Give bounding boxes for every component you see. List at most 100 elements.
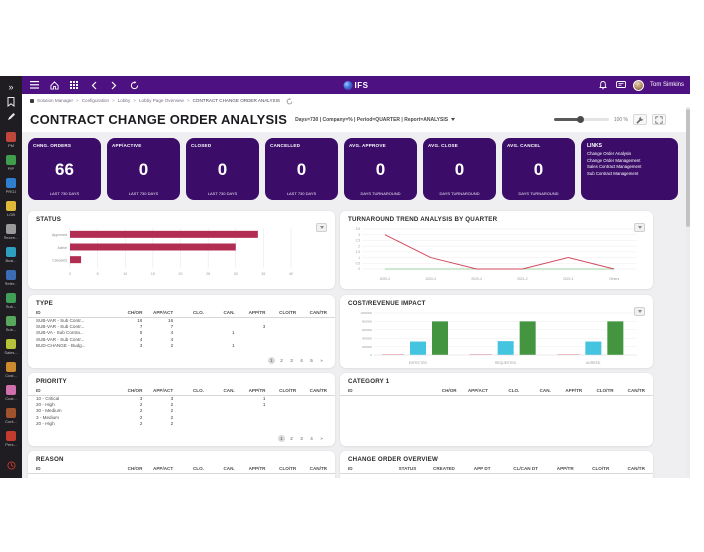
- svg-text:5: 5: [97, 272, 99, 276]
- column-header: APP/TR: [248, 388, 266, 393]
- sidebar-app-3[interactable]: PROJ: [0, 174, 22, 197]
- page-5[interactable]: 5: [310, 358, 313, 363]
- history-clock-icon[interactable]: [6, 457, 16, 475]
- svg-text:0.5: 0.5: [356, 261, 361, 265]
- kpi-card-avg-close[interactable]: AVG. CLOSE 0 DAYS TURNAROUND: [423, 138, 496, 200]
- user-avatar[interactable]: [632, 79, 644, 91]
- sidebar-app-14[interactable]: Pers...: [0, 427, 22, 450]
- hamburger-menu-icon[interactable]: [28, 79, 40, 91]
- table-row[interactable]: BUD-CHANGE - Budg... 3 2 1: [36, 343, 327, 349]
- app-grid-icon[interactable]: [68, 79, 80, 91]
- table-row[interactable]: 20 - High 2 2: [36, 421, 327, 427]
- zoom-slider-fill: [553, 118, 579, 121]
- page-3[interactable]: 3: [290, 358, 293, 363]
- kpi-card-app-active[interactable]: APP/ACTIVE 0 LAST 730 DAYS: [107, 138, 180, 200]
- svg-text:0: 0: [358, 267, 360, 271]
- sidebar-expand-icon[interactable]: »: [8, 81, 14, 92]
- svg-text:Approved: Approved: [52, 233, 67, 237]
- expand-layout-button[interactable]: [652, 114, 666, 125]
- link-sub-contract-management[interactable]: Sub Contract Management: [587, 170, 639, 176]
- table-row[interactable]: 20 - High 2 2 1: [36, 402, 327, 408]
- sidebar-app-icon: [6, 131, 16, 142]
- link-change-order-analysis[interactable]: Change Order Analysis: [587, 151, 632, 156]
- panel-trend-title: TURNAROUND TREND ANALYSIS BY QUARTER: [348, 216, 498, 223]
- table-cell: 3: [139, 396, 143, 401]
- table-row[interactable]: SUB-VAR - Sub Contr... 7 7 3: [36, 324, 327, 330]
- notifications-bell-icon[interactable]: [597, 79, 609, 91]
- page-»[interactable]: »: [320, 436, 323, 441]
- zoom-slider[interactable]: [553, 116, 609, 123]
- svg-text:20: 20: [179, 272, 183, 276]
- sidebar-app-icon: [6, 154, 16, 165]
- sidebar-app-5[interactable]: Recen...: [0, 220, 22, 243]
- sidebar-app-4[interactable]: LOB: [0, 197, 22, 220]
- sidebar-app-12[interactable]: Cust...: [0, 381, 22, 404]
- sidebar-app-9[interactable]: Sub...: [0, 312, 22, 335]
- forward-icon[interactable]: [108, 79, 120, 91]
- breadcrumb-item[interactable]: Configuration: [81, 98, 110, 103]
- page-»[interactable]: »: [320, 358, 323, 363]
- refresh-icon[interactable]: [128, 79, 140, 91]
- page-4[interactable]: 4: [310, 436, 313, 441]
- scrollbar-thumb[interactable]: [686, 109, 690, 227]
- table-cell: [235, 421, 266, 427]
- sidebar-app-7[interactable]: Refer...: [0, 266, 22, 289]
- table-row[interactable]: SUB-VAR - Sub Contr... 16 16: [36, 318, 327, 324]
- report-params-dropdown[interactable]: Days=730 | Company=% | Period=QUARTER | …: [295, 117, 456, 123]
- breadcrumb-home-icon[interactable]: [30, 98, 34, 103]
- table-row[interactable]: 30 - Medium 2 2: [36, 408, 327, 414]
- breadcrumb-item[interactable]: Solution Manager: [37, 98, 74, 103]
- svg-text:3.5: 3.5: [356, 227, 361, 231]
- page-3[interactable]: 3: [300, 436, 303, 441]
- table-cell: 2: [170, 414, 174, 420]
- table-row[interactable]: SUB-VA - Sub Contra... 5 4 1: [36, 330, 327, 336]
- kpi-card-closed[interactable]: CLOSED 0 LAST 730 DAYS: [186, 138, 259, 200]
- page-1[interactable]: 1: [268, 357, 275, 364]
- breadcrumb-item[interactable]: CONTRACT CHANGE ORDER ANALYSIS: [192, 98, 280, 103]
- link-change-order-management[interactable]: Change Order Management: [587, 157, 641, 163]
- page-4[interactable]: 4: [300, 358, 303, 363]
- home-icon[interactable]: [48, 79, 60, 91]
- table-cell: 10 - Critical: [36, 396, 60, 401]
- page-2[interactable]: 2: [280, 358, 283, 363]
- sidebar-app-1[interactable]: PM: [0, 128, 22, 151]
- sidebar-app-10[interactable]: Sales...: [0, 335, 22, 358]
- table-row[interactable]: SUB-VAR - Sub Contr... 4 4: [36, 337, 327, 343]
- message-icon[interactable]: [615, 79, 627, 91]
- kpi-card-avg-approve[interactable]: AVG. APPROVE 0 DAYS TURNAROUND: [344, 138, 417, 200]
- page-1[interactable]: 1: [278, 435, 285, 442]
- svg-text:25: 25: [206, 272, 210, 276]
- bookmark-icon[interactable]: [3, 94, 19, 109]
- impact-chart-menu-button[interactable]: [634, 307, 645, 316]
- vertical-scrollbar[interactable]: [686, 107, 690, 478]
- table-row[interactable]: 10 - Critical 3 3 1: [36, 396, 327, 402]
- svg-text:1: 1: [358, 256, 360, 260]
- breadcrumb-refresh-icon[interactable]: [286, 92, 293, 110]
- svg-text:800000: 800000: [362, 320, 372, 324]
- table-cell: 1: [232, 342, 235, 348]
- sidebar-app-11[interactable]: Cust...: [0, 358, 22, 381]
- wrench-settings-button[interactable]: [633, 114, 647, 125]
- zoom-level-label: 100 %: [613, 116, 628, 123]
- sidebar-app-8[interactable]: Sub...: [0, 289, 22, 312]
- breadcrumb-item[interactable]: Lobby Page Overview: [138, 98, 184, 103]
- kpi-card-chng-orders[interactable]: CHNG. ORDERS 66 LAST 730 DAYS: [28, 138, 101, 200]
- sidebar-app-13[interactable]: Cont...: [0, 404, 22, 427]
- user-name[interactable]: Tom Simkins: [649, 82, 684, 88]
- sidebar-app-label: PIP: [7, 165, 15, 171]
- breadcrumb-items: Solution Manager > Configuration > Lobby > Lob…: [37, 98, 280, 103]
- table-row[interactable]: 3 - Medium 2 2: [36, 415, 327, 421]
- trend-chart-menu-button[interactable]: [634, 223, 645, 232]
- svg-text:Others: Others: [609, 277, 619, 281]
- page-2[interactable]: 2: [290, 436, 293, 441]
- back-icon[interactable]: [88, 79, 100, 91]
- kpi-card-avg-cancel[interactable]: AVG. CANCEL 0 DAYS TURNAROUND: [502, 138, 575, 200]
- status-chart-menu-button[interactable]: [316, 223, 327, 232]
- zoom-slider-thumb[interactable]: [577, 116, 585, 123]
- sidebar-app-2[interactable]: PIP: [0, 151, 22, 174]
- link-sales-contract-management[interactable]: Sales Contract Management: [587, 164, 642, 170]
- sidebar-app-6[interactable]: Busi...: [0, 243, 22, 266]
- edit-pencil-icon[interactable]: [3, 109, 19, 124]
- breadcrumb-item[interactable]: Lobby: [117, 98, 131, 103]
- kpi-card-cancelled[interactable]: CANCELLED 0 LAST 730 DAYS: [265, 138, 338, 200]
